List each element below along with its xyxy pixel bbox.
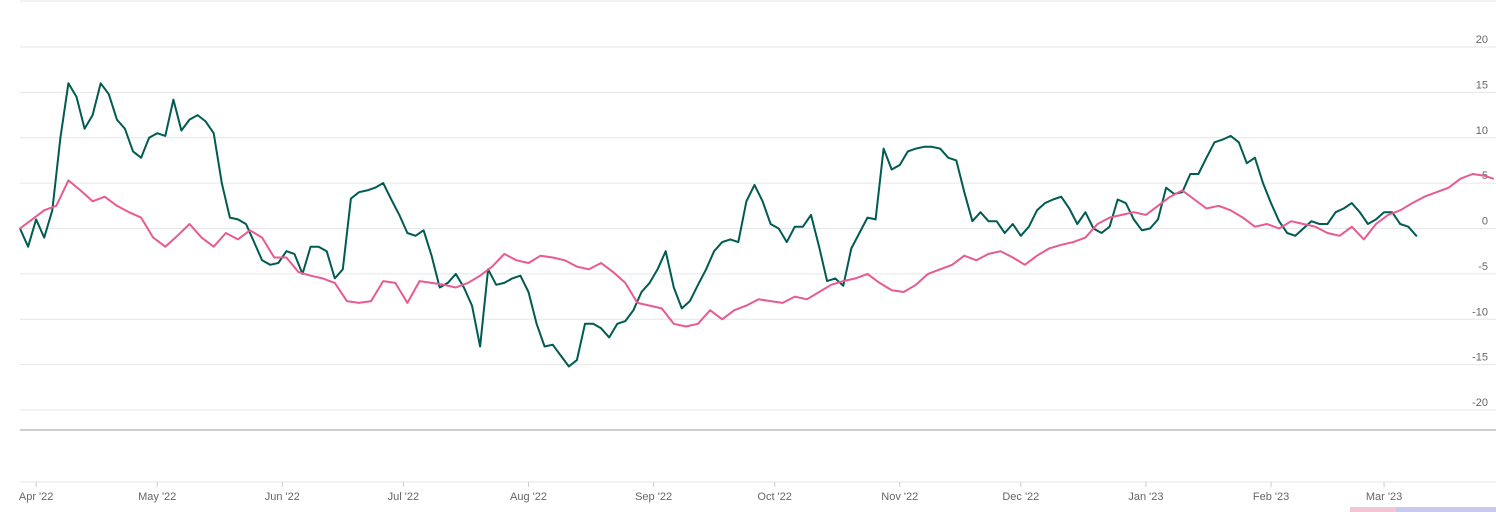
y-tick-label: -10 bbox=[1472, 306, 1488, 318]
navigator-handle[interactable] bbox=[1350, 507, 1496, 512]
x-tick-label: Nov '22 bbox=[881, 491, 918, 503]
y-tick-label: -20 bbox=[1472, 397, 1488, 409]
x-tick-label: Mar '23 bbox=[1366, 491, 1402, 503]
x-tick-label: Jul '22 bbox=[388, 491, 419, 503]
x-tick-label: May '22 bbox=[138, 491, 176, 503]
y-tick-label: 10 bbox=[1476, 125, 1488, 137]
x-tick-label: Feb '23 bbox=[1253, 491, 1289, 503]
y-tick-label: 15 bbox=[1476, 79, 1488, 91]
series-line-2[interactable] bbox=[19, 173, 1494, 328]
y-tick-label: -15 bbox=[1472, 352, 1488, 364]
x-axis-ticks: Apr '22 May '22 Jun '22 Jul '22 Aug '22 Sep '… bbox=[19, 482, 1402, 503]
y-tick-label: 20 bbox=[1476, 34, 1488, 46]
grid-lines bbox=[20, 0, 1496, 411]
x-tick-label: Apr '22 bbox=[19, 491, 54, 503]
series-lines[interactable] bbox=[19, 82, 1494, 368]
x-tick-label: Dec '22 bbox=[1002, 491, 1039, 503]
x-tick-label: Oct '22 bbox=[757, 491, 792, 503]
x-tick-label: Jan '23 bbox=[1128, 491, 1163, 503]
series-line-1[interactable] bbox=[19, 82, 1418, 368]
x-tick-label: Jun '22 bbox=[265, 491, 300, 503]
y-tick-label: 0 bbox=[1482, 216, 1488, 228]
y-tick-label: -5 bbox=[1478, 261, 1488, 273]
x-tick-label: Sep '22 bbox=[635, 491, 672, 503]
x-tick-label: Aug '22 bbox=[510, 491, 547, 503]
